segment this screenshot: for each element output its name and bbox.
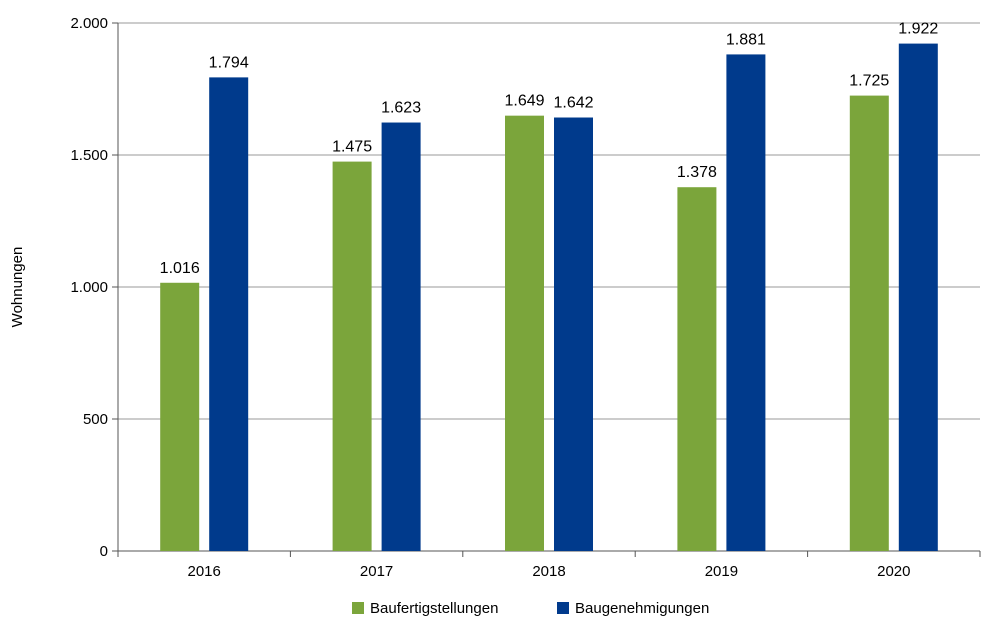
y-tick-label: 1.000 (70, 279, 108, 296)
y-tick-label: 1.500 (70, 147, 108, 164)
data-label: 1.649 (504, 93, 544, 110)
data-labels: 1.016 1.794 1.475 1.623 1.649 1.642 1.378 1.881… (160, 21, 939, 277)
data-label: 1.378 (677, 164, 717, 181)
x-tick-label: 2019 (705, 563, 738, 580)
y-axis-title: Wohnungen (9, 247, 26, 328)
data-label: 1.475 (332, 139, 372, 156)
bar-baugenehmigungen-2016 (209, 77, 249, 551)
y-tick-label: 0 (100, 543, 108, 560)
data-label: 1.794 (209, 54, 249, 71)
gridlines (118, 22, 980, 420)
axes: 0 500 1.000 1.500 2.000 2016 2017 2018 2019 2020 (70, 15, 981, 580)
bar-baufertigstellungen-2020 (849, 95, 889, 551)
data-label: 1.881 (726, 31, 766, 48)
bar-baugenehmigungen-2018 (554, 117, 593, 552)
legend-label: Baugenehmigungen (575, 600, 709, 617)
data-label: 1.623 (381, 100, 421, 117)
legend-swatch (557, 602, 569, 614)
legend: Baufertigstellungen Baugenehmigungen (352, 600, 709, 617)
bar-baufertigstellungen-2016 (160, 282, 200, 551)
legend-label: Baufertigstellungen (370, 600, 498, 617)
bar-baufertigstellungen-2017 (332, 161, 372, 551)
bar-baugenehmigungen-2020 (898, 43, 938, 551)
data-label: 1.725 (849, 73, 889, 90)
x-tick-label: 2018 (532, 563, 565, 580)
x-tick-label: 2017 (360, 563, 393, 580)
y-tick-label: 500 (83, 411, 108, 428)
bar-baufertigstellungen-2018 (505, 115, 544, 551)
data-label: 1.922 (898, 21, 938, 38)
data-label: 1.642 (553, 95, 593, 112)
x-tick-label: 2020 (877, 563, 910, 580)
bar-baugenehmigungen-2017 (381, 122, 421, 551)
bar-baugenehmigungen-2019 (726, 54, 766, 551)
data-label: 1.016 (160, 260, 200, 277)
bars (160, 43, 938, 552)
x-tick-label: 2016 (188, 563, 221, 580)
legend-swatch (352, 602, 364, 614)
bar-baufertigstellungen-2019 (677, 187, 717, 551)
y-tick-label: 2.000 (70, 15, 108, 32)
